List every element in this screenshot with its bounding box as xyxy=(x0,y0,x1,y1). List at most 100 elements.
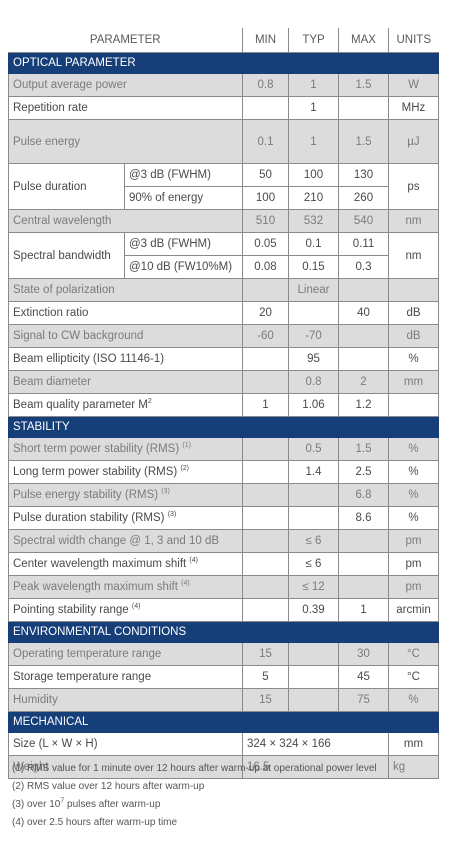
row-beam-quality: Beam quality parameter M2 1 1.06 1.2 xyxy=(8,393,439,417)
cell-units: pm xyxy=(388,575,439,599)
footnote-ref: (3) xyxy=(167,511,177,519)
cell-units: mm xyxy=(388,370,439,394)
cell-units: pm xyxy=(388,529,439,553)
row-label: Long term power stability (RMS) xyxy=(13,466,178,478)
section-title: OPTICAL PARAMETER xyxy=(8,52,439,74)
cell-units: W xyxy=(388,73,439,97)
cell-max xyxy=(338,96,389,120)
row-label: Pulse energy stability (RMS) xyxy=(13,489,159,501)
row-sublabel: @3 dB (FWHM) xyxy=(124,163,243,187)
cell-max: 40 xyxy=(338,301,389,325)
header-min: MIN xyxy=(242,28,289,53)
row-label: Pulse duration stability (RMS) xyxy=(13,512,165,524)
cell-min xyxy=(242,506,289,530)
row-sublabel: 90% of energy xyxy=(124,186,243,210)
row-label: Pulse energy xyxy=(8,119,243,164)
cell-min: 15 xyxy=(242,642,289,666)
cell-units: MHz xyxy=(388,96,439,120)
cell-max: 1.5 xyxy=(338,119,389,164)
cell-value: 324 × 324 × 166 xyxy=(242,732,389,756)
cell-typ: ≤ 6 xyxy=(288,529,339,553)
cell-min: 510 xyxy=(242,209,289,233)
cell-typ: 95 xyxy=(288,347,339,371)
section-fill xyxy=(288,711,339,733)
cell-typ: ≤ 6 xyxy=(288,552,339,576)
footnote-ref: (1) xyxy=(182,442,191,450)
cell-units xyxy=(388,278,439,302)
row-label-cell: Long term power stability (RMS) (2) xyxy=(8,460,243,484)
row-label-cell: Short term power stability (RMS) (1) xyxy=(8,437,243,461)
cell-typ: 0.1 xyxy=(288,232,339,256)
row-center-wavelength-shift: Center wavelength maximum shift (4) ≤ 6 … xyxy=(8,552,439,576)
row-pulse-energy: Pulse energy 0.1 1 1.5 µJ xyxy=(8,119,439,164)
row-label: Pulse duration xyxy=(8,163,125,210)
row-label: Central wavelength xyxy=(8,209,243,233)
row-label: Extinction ratio xyxy=(8,301,243,325)
row-polarization: State of polarization Linear xyxy=(8,278,439,302)
cell-min xyxy=(242,598,289,622)
cell-min xyxy=(242,483,289,507)
cell-min: 0.8 xyxy=(242,73,289,97)
row-sublabel: @10 dB (FW10%M) xyxy=(124,255,243,279)
row-short-term-power: Short term power stability (RMS) (1) 0.5… xyxy=(8,437,439,461)
row-spectral-bandwidth-10db: @10 dB (FW10%M) 0.08 0.15 0.3 xyxy=(9,255,439,279)
cell-units: dB xyxy=(388,301,439,325)
cell-units: dB xyxy=(388,324,439,348)
cell-max xyxy=(338,575,389,599)
cell-typ: 0.15 xyxy=(288,255,339,279)
row-pulse-energy-stability: Pulse energy stability (RMS) (3) 6.8 % xyxy=(8,483,439,507)
cell-min xyxy=(242,437,289,461)
cell-min xyxy=(242,529,289,553)
cell-typ: 532 xyxy=(288,209,339,233)
row-label: Short term power stability (RMS) xyxy=(13,443,180,455)
row-label: Center wavelength maximum shift xyxy=(13,558,187,570)
cell-max xyxy=(338,324,389,348)
cell-max: 30 xyxy=(338,642,389,666)
row-operating-temperature: Operating temperature range 15 30 °C xyxy=(8,642,439,666)
header-max: MAX xyxy=(338,28,389,53)
section-title: STABILITY xyxy=(8,416,243,438)
cell-min: 50 xyxy=(242,163,289,187)
cell-typ: 1.06 xyxy=(288,393,339,417)
cell-units: % xyxy=(388,437,439,461)
row-label-cell: Pulse energy stability (RMS) (3) xyxy=(8,483,243,507)
row-label: Spectral bandwidth xyxy=(8,232,125,279)
cell-max: 1.2 xyxy=(338,393,389,417)
cell-min: 5 xyxy=(242,665,289,689)
cell-units: pm xyxy=(388,552,439,576)
footnote-2: (2) RMS value over 12 hours after warm-u… xyxy=(12,781,205,792)
cell-min xyxy=(242,460,289,484)
row-spectral-width-change: Spectral width change @ 1, 3 and 10 dB ≤… xyxy=(8,529,439,553)
cell-units: µJ xyxy=(388,119,439,164)
cell-max: 260 xyxy=(338,186,389,210)
footnote-3-text: (3) over 10 xyxy=(12,799,61,810)
row-beam-diameter: Beam diameter 0.8 2 mm xyxy=(8,370,439,394)
cell-units: % xyxy=(388,483,439,507)
row-weight: Weight 16.5 kg xyxy=(8,755,439,779)
cell-units xyxy=(388,393,439,417)
header-row: PARAMETER MIN TYP MAX UNITS xyxy=(8,28,439,53)
cell-max: 75 xyxy=(338,688,389,712)
cell-typ xyxy=(288,688,339,712)
footnote-ref: (4) xyxy=(189,557,198,565)
cell-min: -60 xyxy=(242,324,289,348)
cell-typ: 0.39 xyxy=(288,598,339,622)
cell-typ xyxy=(288,642,339,666)
row-pulse-duration-fwhm: Pulse duration @3 dB (FWHM) 50 100 130 p… xyxy=(8,163,439,210)
row-label: Spectral width change @ 1, 3 and 10 dB xyxy=(8,529,243,553)
cell-typ xyxy=(288,506,339,530)
cell-units: arcmin xyxy=(388,598,439,622)
cell-value: 16.5 xyxy=(242,755,389,779)
row-humidity: Humidity 15 75 % xyxy=(8,688,439,712)
footnote-ref: (4) xyxy=(131,603,141,611)
cell-units: % xyxy=(388,347,439,371)
row-output-power: Output average power 0.8 1 1.5 W xyxy=(8,73,439,97)
cell-typ: Linear xyxy=(288,278,339,302)
cell-typ: 1.4 xyxy=(288,460,339,484)
row-label: Beam quality parameter M xyxy=(13,399,148,411)
row-repetition-rate: Repetition rate 1 MHz xyxy=(8,96,439,120)
cell-units: nm xyxy=(388,232,439,279)
section-title: ENVIRONMENTAL CONDITIONS xyxy=(8,621,439,643)
cell-max: 540 xyxy=(338,209,389,233)
cell-max: 2 xyxy=(338,370,389,394)
